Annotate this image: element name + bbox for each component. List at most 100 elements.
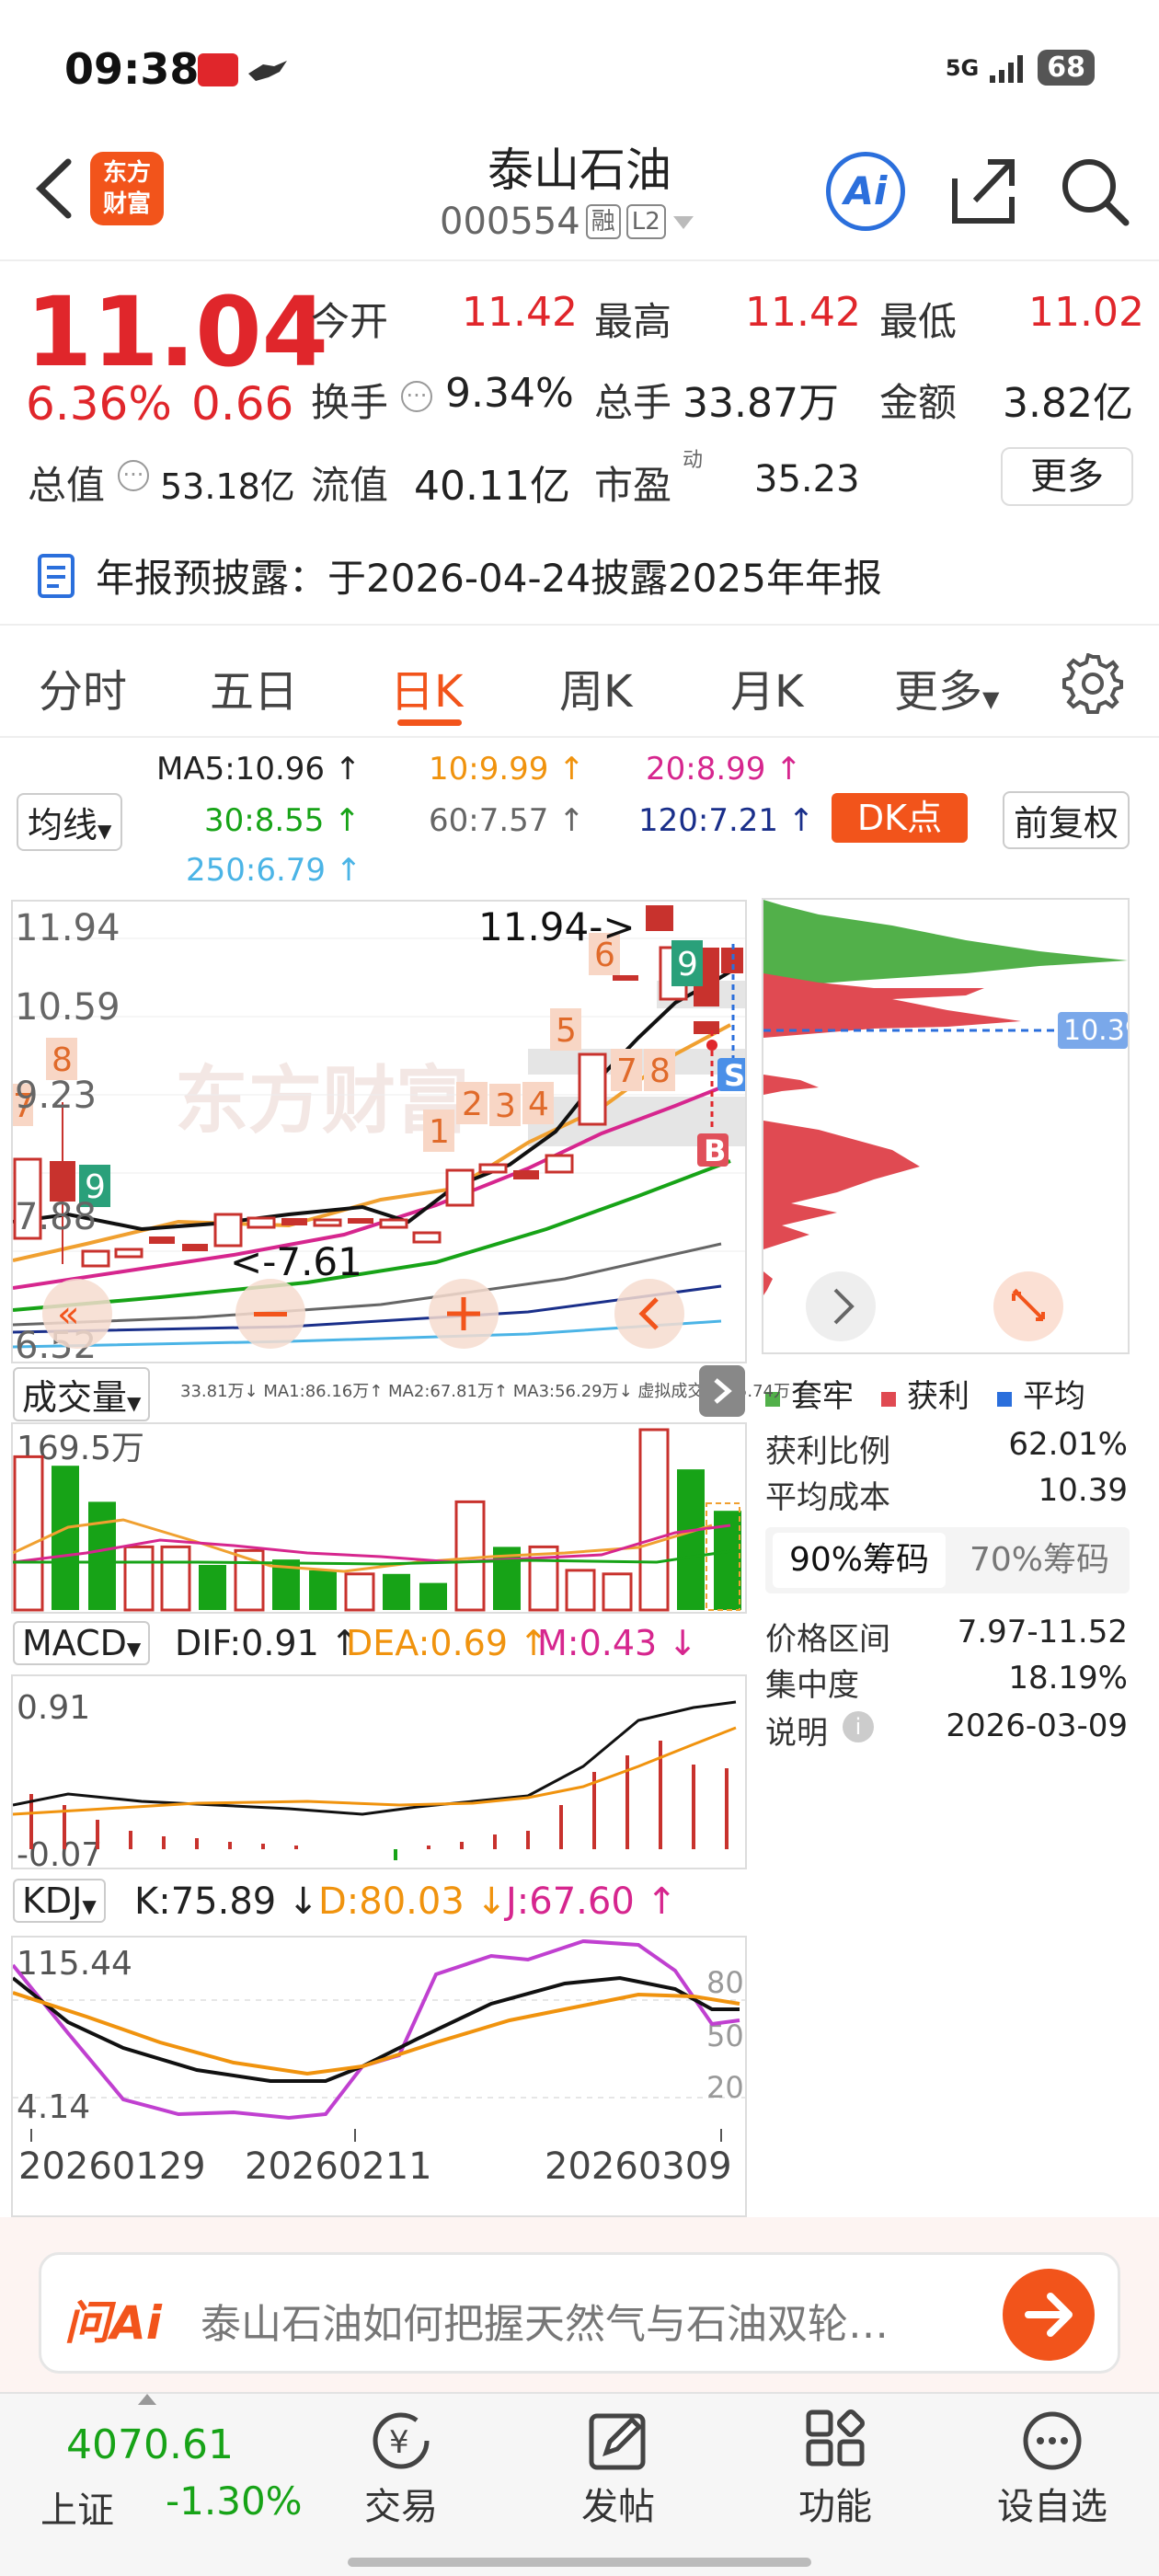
min-price-marker: <-7.61: [230, 1239, 362, 1284]
info-dots-icon-2[interactable]: ···: [118, 460, 149, 491]
share-icon[interactable]: [947, 155, 1019, 226]
ask-ai-prompt[interactable]: 泰山石油如何把握天然气与石油双轮…: [201, 2301, 889, 2348]
change-percent: 6.36%: [26, 377, 172, 431]
gear-icon[interactable]: [1062, 652, 1123, 714]
turnover-value: 9.34%: [445, 370, 574, 417]
legend-swatch-trapped: [765, 1392, 780, 1407]
expand-caret-icon[interactable]: [138, 2394, 156, 2405]
volume-bar: [160, 1545, 191, 1612]
count-8: 8: [649, 1052, 671, 1090]
kdj-selector[interactable]: KDJ▼: [13, 1879, 106, 1923]
macd-selector[interactable]: MACD▼: [13, 1621, 151, 1665]
active-tab-underline: [397, 719, 462, 726]
profit-ratio-value: 62.01%: [1008, 1426, 1128, 1463]
volume-value: 33.87万: [683, 380, 839, 427]
ask-ai-send-button[interactable]: [1003, 2269, 1095, 2361]
document-icon: [38, 553, 75, 598]
battery-indicator: 68: [1038, 50, 1095, 86]
volume-bar: [309, 1570, 337, 1610]
kline-chart[interactable]: 东方财富: [12, 902, 749, 1367]
section-divider: [0, 624, 1159, 626]
ma10-value: 10:9.99 ↑: [429, 751, 585, 788]
info-icon[interactable]: i: [843, 1711, 874, 1742]
tab-more[interactable]: 更多▼: [894, 666, 1000, 718]
chip-panel[interactable]: 10.39: [762, 898, 1142, 1354]
turnover-label: 换手: [311, 380, 389, 425]
tab-intraday[interactable]: 分时: [39, 666, 128, 718]
left-count-8: 8: [52, 1041, 73, 1079]
annual-report-notice[interactable]: 年报预披露：于2026-04-24披露2025年年报: [37, 547, 882, 604]
level2-tag: L2: [625, 204, 666, 239]
high-label: 最高: [594, 299, 672, 344]
kdj-d: D:80.03 ↓: [318, 1880, 508, 1923]
tab-five-day[interactable]: 五日: [210, 666, 299, 718]
tab-chip-90[interactable]: 90%筹码: [773, 1533, 946, 1588]
nav-post[interactable]: 发帖: [545, 2409, 692, 2530]
kdj-y-top: 115.44: [17, 1945, 132, 1983]
legend-swatch-avg: [997, 1392, 1012, 1407]
stock-code: 000554: [440, 201, 580, 243]
index-value[interactable]: 4070.61: [66, 2421, 234, 2468]
candles: [13, 905, 743, 1268]
y-tick-4: 7.88: [15, 1196, 97, 1238]
nav-add-favorite[interactable]: 设自选: [979, 2409, 1126, 2530]
kdj-panel[interactable]: 115.44 4.14 80 50 20 20260129 20260211 2…: [11, 1936, 747, 2217]
volume-panel[interactable]: 169.5万: [11, 1422, 780, 1614]
margin-tag: 融: [585, 204, 621, 239]
kdj-chart: 115.44 4.14 80 50 20 20260129 20260211 2…: [11, 1938, 745, 2188]
info-dots-icon[interactable]: ···: [401, 381, 432, 412]
status-time: 09:38: [64, 44, 200, 94]
count-4: 4: [528, 1086, 549, 1123]
left-count-9: 9: [85, 1168, 106, 1206]
ma-selector[interactable]: 均线▼: [17, 793, 123, 851]
adjust-button[interactable]: 前复权: [1003, 791, 1130, 849]
nav-functions[interactable]: 功能: [762, 2409, 909, 2530]
more-button[interactable]: 更多: [1001, 447, 1133, 506]
count-5: 5: [556, 1012, 577, 1050]
back-chevron-icon[interactable]: [28, 156, 83, 221]
kdj-k: K:75.89 ↓: [134, 1880, 319, 1923]
volume-bar: [638, 1428, 670, 1612]
change-amount: 0.66: [191, 377, 294, 431]
macd-panel[interactable]: 0.91 -0.07: [11, 1674, 747, 1874]
search-icon[interactable]: [1058, 155, 1131, 228]
nav-trade[interactable]: ¥ 交易: [327, 2409, 475, 2530]
volume-bar: [419, 1582, 447, 1610]
tab-daily-k[interactable]: 日K: [390, 666, 464, 718]
tab-weekly-k[interactable]: 周K: [559, 666, 633, 718]
caret-down-icon: ▼: [982, 686, 1000, 712]
mktcap-label: 总值: [28, 463, 106, 508]
notice-text: 年报预披露：于2026-04-24披露2025年年报: [96, 556, 882, 601]
tab-divider: [0, 736, 1159, 738]
kline-panel[interactable]: 东方财富: [11, 900, 749, 1367]
ai-button[interactable]: Ai: [826, 152, 905, 231]
svg-text:¥: ¥: [389, 2424, 409, 2461]
dropdown-triangle-icon: [672, 216, 694, 229]
notification-app-icon: [198, 53, 238, 86]
volume-bar: [454, 1500, 486, 1612]
tab-monthly-k[interactable]: 月K: [730, 666, 804, 718]
macd-dea: DEA:0.69 ↑: [346, 1623, 548, 1663]
trade-icon: ¥: [373, 2412, 430, 2469]
tab-chip-70[interactable]: 70%筹码: [969, 1541, 1110, 1579]
legend-swatch-profit: [881, 1392, 896, 1407]
expand-icon: [1012, 1288, 1045, 1321]
y-tick-1: 11.94: [15, 907, 120, 949]
ask-ai-bar[interactable]: [39, 2252, 1120, 2374]
volume-bar: [13, 1455, 44, 1612]
stock-code-row[interactable]: 000554 融 L2: [440, 201, 695, 243]
profit-ratio-label: 获利比例: [765, 1433, 890, 1470]
price-range-label: 价格区间: [765, 1621, 890, 1658]
volume-bar: [383, 1573, 410, 1610]
collapse-button[interactable]: [699, 1365, 745, 1417]
stock-name: 泰山石油: [488, 144, 671, 197]
header-divider: [0, 259, 1159, 261]
volume-selector[interactable]: 成交量▼: [13, 1367, 151, 1421]
count-6: 6: [594, 937, 615, 974]
note-label: 说明: [765, 1715, 828, 1752]
eastmoney-logo: 东方 财富: [90, 152, 164, 225]
dk-point-button[interactable]: DK点: [832, 793, 968, 843]
buy-mark: B: [704, 1133, 726, 1168]
home-indicator[interactable]: [348, 2558, 811, 2567]
float-value: 40.11亿: [414, 463, 570, 510]
